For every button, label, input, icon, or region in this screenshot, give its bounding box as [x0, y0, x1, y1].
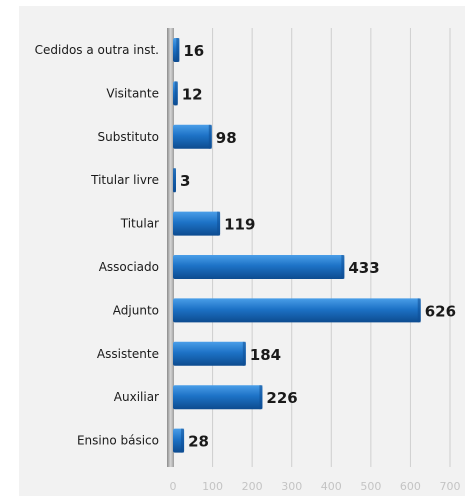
bar: [173, 341, 246, 366]
value-label: 626: [425, 302, 456, 320]
value-label: 28: [188, 433, 209, 451]
bar-end-cap: [174, 81, 178, 106]
category-label: Adjunto: [113, 303, 159, 317]
category-label: Assistente: [97, 347, 159, 361]
bar-end-cap: [242, 341, 246, 366]
x-tick-label: 700: [440, 480, 461, 493]
value-label: 16: [183, 42, 204, 60]
x-tick-label: 600: [400, 480, 421, 493]
bar-end-cap: [417, 298, 421, 323]
category-label: Titular: [120, 217, 159, 231]
bar-end-cap: [176, 38, 180, 62]
category-label: Substituto: [98, 130, 160, 144]
x-tick-label: 0: [170, 480, 177, 493]
category-label: Ensino básico: [77, 434, 159, 448]
bar: [173, 298, 421, 323]
x-tick-label: 300: [281, 480, 302, 493]
value-label: 226: [266, 389, 297, 407]
bar: [173, 255, 345, 279]
x-tick-label: 400: [321, 480, 342, 493]
x-tick-label: 100: [202, 480, 223, 493]
bar-end-cap: [217, 211, 221, 236]
bars: [173, 38, 421, 453]
chart-panel: [19, 6, 465, 496]
value-label: 433: [348, 259, 379, 277]
labels: Cedidos a outra inst. 16 Visitante 12 Substi…: [35, 42, 456, 451]
value-label: 119: [224, 216, 255, 234]
bar-end-cap: [208, 124, 212, 149]
y-axis-bar: [167, 28, 174, 467]
bar: [173, 124, 212, 149]
bar: [173, 385, 263, 410]
category-label: Visitante: [106, 86, 159, 100]
category-label: Titular livre: [90, 173, 159, 187]
value-label: 184: [250, 346, 281, 364]
category-label: Cedidos a outra inst.: [35, 43, 159, 57]
x-tick-label: 500: [360, 480, 381, 493]
value-label: 12: [182, 85, 203, 103]
bar-end-cap: [259, 385, 263, 410]
grid-lines: [212, 28, 451, 467]
value-label: 3: [180, 172, 190, 190]
bar: [173, 211, 221, 236]
x-axis-ticks: 0 100 200 300 400 500 600 700: [170, 480, 461, 493]
value-label: 98: [216, 129, 237, 147]
category-label: Auxiliar: [114, 390, 159, 404]
x-tick-label: 200: [242, 480, 263, 493]
bar-end-cap: [173, 168, 176, 193]
bar-end-cap: [181, 428, 185, 453]
bar-end-cap: [341, 255, 345, 279]
category-label: Associado: [99, 260, 159, 274]
